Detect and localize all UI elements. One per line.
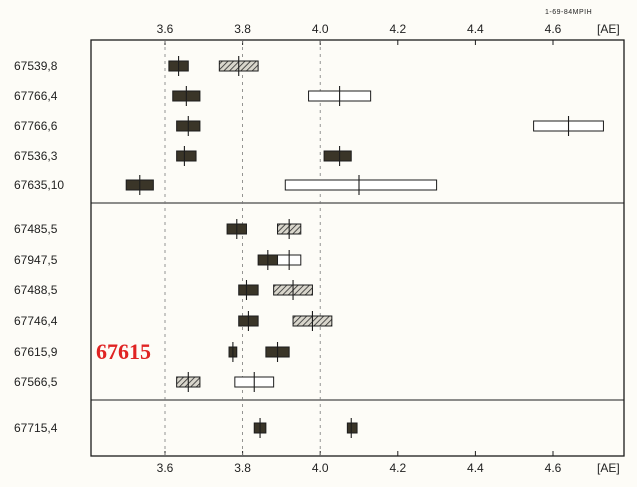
range-box-black [176,150,197,162]
row-label: 67615,9 [14,345,58,359]
x-tick-label-top: 4.6 [545,22,562,36]
row-label: 67947,5 [14,253,58,267]
row-label: 67536,3 [14,149,58,163]
plot-frame [90,39,625,457]
x-tick-label-bottom: 4.0 [312,461,329,475]
x-tick-label-top: 3.6 [157,22,174,36]
x-tick-label-top: 4.2 [389,22,406,36]
corner-note: 1-69-84MPIH [545,9,592,16]
row-label: 67485,5 [14,222,58,236]
row-label: 67746,4 [14,314,58,328]
x-tick-label-top: 4.4 [467,22,484,36]
row-label: 67488,5 [14,283,58,297]
row-label: 67766,4 [14,89,58,103]
x-tick-label-bottom: 4.2 [389,461,406,475]
x-tick-label-bottom: 4.6 [545,461,562,475]
x-tick-label-bottom: 3.8 [234,461,251,475]
x-unit-label-top: [AE] [597,22,620,36]
x-tick-label-top: 4.0 [312,22,329,36]
row-label: 67766,6 [14,119,58,133]
row-label: 67715,4 [14,421,58,435]
row-label: 67566,5 [14,375,58,389]
range-box-black [346,422,358,434]
range-box-black [238,284,259,296]
x-unit-label-bottom: [AE] [597,461,620,475]
range-box-black [323,150,352,162]
highlight-annotation: 67615 [96,339,151,364]
range-box-white [284,179,438,191]
x-tick-label-top: 3.8 [234,22,251,36]
x-tick-label-bottom: 3.6 [157,461,174,475]
row-label: 67635,10 [14,178,64,192]
row-label: 67539,8 [14,59,58,73]
x-tick-label-bottom: 4.4 [467,461,484,475]
